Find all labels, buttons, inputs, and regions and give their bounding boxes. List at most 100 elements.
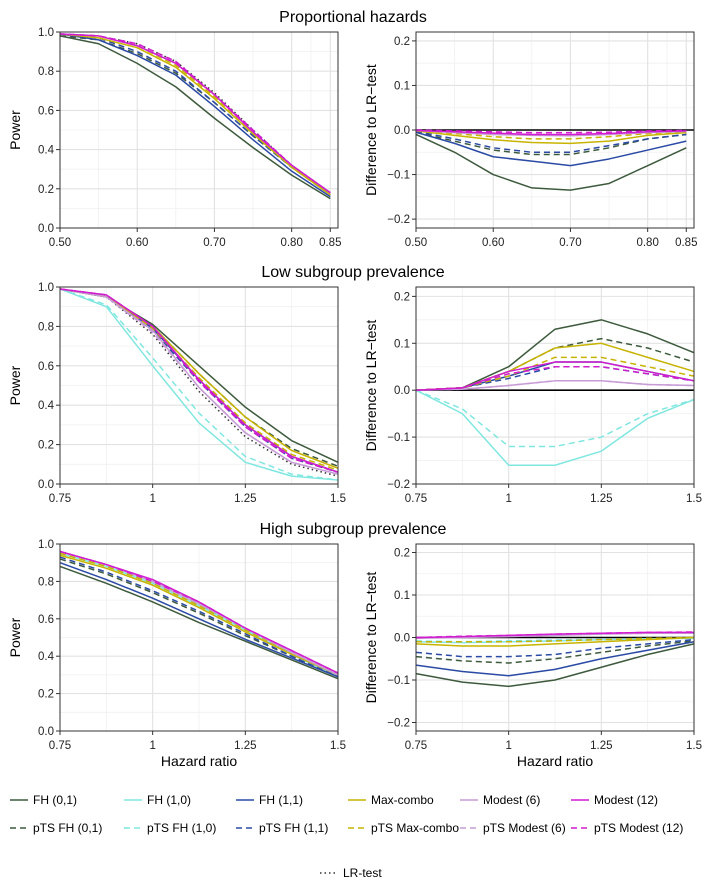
chart-1-diff-series-pts-fh-1-0	[415, 389, 695, 448]
chart-1-diff-border	[415, 286, 695, 485]
chart-2-power-series-pts-modest-12	[59, 550, 339, 674]
chart-2-power-xtick-label: 0.75	[49, 740, 71, 752]
chart-1-power-ylabel: Power	[7, 365, 23, 405]
legend-label: Modest (6)	[483, 793, 540, 807]
chart-2-diff-xlabel: Hazard ratio	[517, 753, 593, 769]
chart-2-diff-series-pts-modest-12	[415, 631, 695, 639]
chart-1-diff-xtick-label: 1	[505, 493, 511, 505]
chart-0-diff-series-fh-1-1	[415, 131, 687, 167]
chart-0-power-xtick-label: 0.50	[49, 237, 71, 249]
chart-1-diff-panel: −0.2 −0.1 0.0 0.1 0.2 0.75 1 1.25 1.5 Difference …	[363, 286, 702, 505]
chart-0-power-ytick-label: 1.0	[38, 27, 54, 39]
chart-1-diff-ytick-label: 0.2	[394, 291, 410, 303]
chart-0-power-ytick-label: 0.6	[38, 105, 54, 117]
legend-label: pTS Modest (12)	[594, 821, 683, 835]
chart-2-diff-series-pts-fh-0-1	[415, 640, 695, 664]
legend-item-fh-1-1: FH (1,1)	[236, 793, 303, 807]
chart-0-diff-xtick-label: 0.50	[405, 237, 427, 249]
chart-0-diff-ytick-label: −0.2	[387, 214, 410, 226]
legend-label: FH (0,1)	[33, 793, 77, 807]
legend-item-pts-fh-1-0: pTS FH (1,0)	[124, 821, 216, 835]
chart-2-power-ytick-label: 0.0	[38, 726, 54, 738]
chart-2-diff-series-fh-1-1	[415, 641, 695, 677]
chart-2-power-series-max-combo	[59, 554, 339, 676]
chart-1-power-series-pts-fh-1-0	[59, 288, 339, 481]
chart-0-diff-series-max-combo	[415, 130, 687, 145]
chart-1-power-border	[59, 286, 339, 485]
chart-0-power-ytick-label: 0.8	[38, 66, 54, 78]
chart-0-power-series-max-combo	[59, 33, 331, 196]
chart-2-power-series-pts-fh-1-1	[59, 556, 339, 678]
chart-2-power-xtick-label: 1.25	[234, 740, 256, 752]
legend-item-fh-1-0: FH (1,0)	[124, 793, 191, 807]
chart-0-diff-series-pts-modest-12	[415, 129, 687, 134]
chart-1-power-xtick-label: 1.25	[234, 493, 256, 505]
chart-2-power-border	[59, 543, 339, 732]
legend-label: Modest (12)	[594, 793, 658, 807]
chart-1-diff-ytick-label: −0.1	[387, 432, 410, 444]
chart-2-diff-panel: −0.2 −0.1 0.0 0.1 0.2 0.75 1 1.25 1.5 Difference …	[363, 543, 702, 769]
chart-0-diff-series-pts-max-combo	[415, 129, 687, 140]
chart-1-power-panel: 0.0 0.2 0.4 0.6 0.8 1.0 0.75 1 1.25 1.5 Power	[7, 282, 346, 505]
chart-2-power-xtick-label: 1	[149, 740, 155, 752]
chart-0-power-xtick-label: 0.85	[319, 237, 341, 249]
chart-2-diff-series-pts-modest-6	[415, 631, 695, 639]
legend-label: pTS Max-combo	[371, 821, 459, 835]
chart-1-diff-series-pts-modest-12	[415, 365, 695, 391]
chart-2-diff-ytick-label: 0.1	[394, 590, 410, 602]
chart-2-power-series-fh-1-1	[59, 561, 339, 678]
chart-1-power-series-pts-max-combo	[59, 288, 339, 471]
chart-2-power-series-pts-modest-6	[59, 550, 339, 676]
chart-1-diff-xtick-label: 1.5	[686, 493, 702, 505]
legend-label: pTS FH (1,0)	[147, 821, 216, 835]
chart-1-power-ytick-label: 0.8	[38, 321, 54, 333]
chart-0-power-xtick-label: 0.60	[126, 237, 148, 249]
chart-1-diff-series-pts-modest-6	[415, 380, 695, 391]
legend-label: FH (1,0)	[147, 793, 191, 807]
legend-item-modest-6: Modest (6)	[460, 793, 540, 807]
chart-0-diff-ytick-label: 0.2	[394, 36, 410, 48]
chart-2-power-xlabel: Hazard ratio	[161, 753, 237, 769]
chart-0-power-panel: 0.0 0.2 0.4 0.6 0.8 1.0 0.50 0.60 0.70 0.80 0.85 Po…	[7, 27, 341, 249]
chart-0-power-ytick-label: 0.0	[38, 223, 54, 235]
chart-2-power-ylabel: Power	[7, 617, 23, 657]
chart-0-diff-ytick-label: 0.0	[394, 125, 410, 137]
chart-0-diff-xtick-label: 0.85	[675, 237, 697, 249]
chart-1-power-xtick-label: 1	[149, 493, 155, 505]
chart-0-power-ytick-label: 0.4	[38, 145, 55, 157]
chart-1-power-ytick-label: 0.2	[38, 440, 54, 452]
legend-label: pTS FH (1,1)	[259, 821, 328, 835]
chart-2-diff-ylabel: Difference to LR−test	[363, 572, 379, 704]
chart-1-power-series-modest-12	[59, 288, 339, 473]
chart-2-diff-xtick-label: 1.25	[590, 740, 612, 752]
chart-1-diff-ytick-label: 0.1	[394, 338, 410, 350]
chart-0-power-border	[59, 31, 339, 229]
chart-1-power-series-pts-modest-12	[59, 288, 339, 473]
chart-0-diff-series-fh-0-1	[415, 133, 687, 191]
legend-item-pts-modest-6: pTS Modest (6)	[460, 821, 566, 835]
chart-0-diff-series-pts-fh-1-1	[415, 130, 687, 154]
chart-2-diff-series-max-combo	[415, 636, 695, 647]
chart-0-power-series-pts-modest-12	[59, 33, 331, 194]
legend-item-fh-0-1: FH (0,1)	[10, 793, 77, 807]
chart-1-diff-series-pts-max-combo	[415, 356, 695, 391]
chart-0-diff-xtick-label: 0.70	[559, 237, 581, 249]
chart-0-power-series-fh-0-1	[59, 35, 331, 200]
chart-2-diff-series-pts-fh-1-1	[415, 638, 695, 658]
chart-1-diff-xtick-label: 0.75	[405, 493, 427, 505]
chart-0-diff-series-modest-12	[415, 129, 687, 136]
chart-1-power-series-lr-test	[59, 288, 339, 477]
legend-item-max-combo: Max-combo	[348, 793, 434, 807]
chart-0-diff-xtick-label: 0.60	[482, 237, 504, 249]
chart-1-diff-series-modest-12	[415, 361, 695, 391]
chart-2-power-ytick-label: 0.6	[38, 614, 54, 626]
chart-1-diff-series-fh-1-0	[415, 389, 695, 466]
legend-label: pTS FH (0,1)	[33, 821, 102, 835]
chart-2-power-ytick-label: 0.2	[38, 689, 54, 701]
legend-item-pts-fh-1-1: pTS FH (1,1)	[236, 821, 328, 835]
chart-1-power-ytick-label: 1.0	[38, 282, 54, 294]
chart-2-diff-ytick-label: −0.1	[387, 675, 410, 687]
legend: FH (0,1) FH (1,0) FH (1,1) Max-combo Modest …	[10, 793, 683, 880]
chart-0-diff-panel: −0.2 −0.1 0.0 0.1 0.2 0.50 0.60 0.70 0.80 0.85 Dif…	[363, 31, 697, 249]
